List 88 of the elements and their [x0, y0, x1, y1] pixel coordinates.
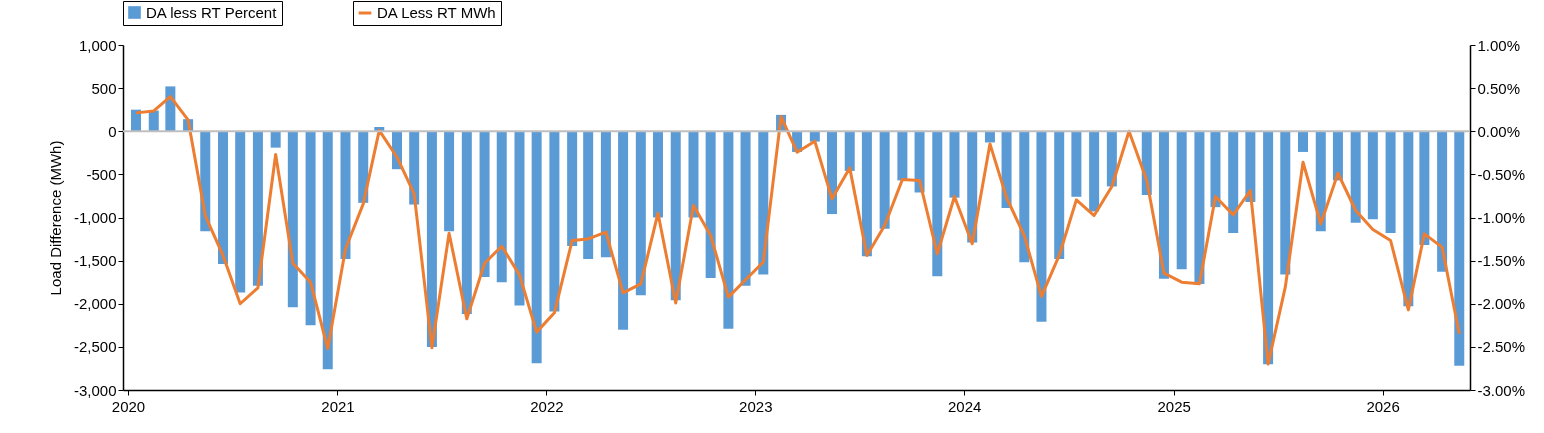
bar	[1210, 131, 1221, 208]
x-tick-label: 2022	[530, 397, 564, 415]
y-tick-label: 0	[108, 122, 117, 140]
bar	[479, 131, 490, 278]
y-tick-label: -2,500	[73, 338, 117, 356]
bar	[496, 131, 507, 283]
y-tick-label: 1,000	[78, 36, 117, 54]
bar	[949, 131, 960, 198]
bar	[897, 131, 908, 181]
bar	[270, 131, 281, 148]
bar	[826, 131, 837, 215]
bar	[1403, 131, 1414, 307]
bar	[1054, 131, 1065, 259]
bar	[914, 131, 925, 193]
bar	[879, 131, 890, 229]
line-series	[134, 95, 1461, 366]
y-tick-label: -1,500	[73, 252, 117, 270]
bar	[1419, 131, 1430, 246]
y2-tick-label: -2.00%	[1477, 295, 1526, 313]
y2-tick-label: -3.00%	[1477, 381, 1526, 399]
y2-tick-label: -1.50%	[1477, 252, 1526, 270]
bar	[1036, 131, 1047, 322]
y-tick-label: -500	[86, 165, 117, 183]
bar	[340, 131, 351, 259]
y-tick-label: -2,000	[73, 295, 117, 313]
bar	[252, 131, 263, 286]
bar	[287, 131, 298, 308]
x-tick-label: 2021	[321, 397, 355, 415]
bar	[444, 131, 455, 232]
bar	[652, 131, 663, 218]
bar	[723, 131, 734, 329]
y-axis-title: Load Difference (MWh)	[46, 140, 64, 296]
bar	[305, 131, 316, 326]
bar	[531, 131, 542, 364]
bar	[1280, 131, 1291, 275]
bar	[688, 131, 699, 218]
bar	[461, 131, 472, 315]
bar	[1367, 131, 1378, 220]
bar	[1089, 131, 1100, 212]
y2-tick-label: 1.00%	[1477, 36, 1521, 54]
x-tick-label: 2026	[1366, 397, 1400, 415]
y-tick-label: 500	[91, 79, 117, 97]
bar	[1245, 131, 1256, 202]
bar	[1176, 131, 1187, 270]
bar	[740, 131, 751, 286]
bar	[844, 131, 855, 171]
bar	[567, 131, 578, 246]
bar	[635, 131, 646, 296]
bar	[549, 131, 560, 312]
bar	[705, 131, 716, 278]
x-tick-label: 2020	[111, 397, 146, 415]
y2-tick-label: 0.00%	[1477, 122, 1521, 140]
y2-tick-label: -1.00%	[1477, 209, 1526, 226]
bar	[1385, 131, 1396, 234]
bar	[218, 131, 229, 265]
bar	[932, 131, 943, 277]
legend-label: DA Less RT MWh	[377, 4, 496, 21]
bar	[861, 131, 872, 257]
bar	[1194, 131, 1205, 284]
bar	[1228, 131, 1239, 234]
y2-tick-label: -2.50%	[1477, 338, 1526, 356]
bar	[322, 131, 333, 370]
bar	[600, 131, 611, 258]
bar	[670, 131, 681, 301]
x-tick-label: 2023	[739, 397, 773, 415]
bar	[235, 131, 246, 293]
bar	[1263, 131, 1274, 365]
bar	[1454, 131, 1465, 366]
bar	[409, 131, 420, 205]
bar	[758, 131, 769, 275]
bar	[1298, 131, 1309, 152]
bar	[583, 131, 594, 259]
x-tick-label: 2024	[948, 397, 982, 415]
bar	[426, 131, 437, 347]
bar	[358, 131, 369, 203]
bar	[1071, 131, 1082, 197]
x-tick-label: 2025	[1157, 397, 1191, 415]
bar	[1437, 131, 1448, 272]
legend-label: DA less RT Percent	[146, 3, 278, 21]
bar	[1350, 131, 1361, 223]
y-tick-label: -3,000	[73, 381, 117, 399]
bar	[1158, 131, 1169, 279]
bar	[514, 131, 525, 306]
y-tick-label: -1,000	[73, 209, 117, 226]
y2-tick-label: -0.50%	[1477, 165, 1526, 183]
bar	[618, 131, 629, 330]
y2-tick-label: 0.50%	[1477, 79, 1521, 97]
bar	[1019, 131, 1030, 263]
